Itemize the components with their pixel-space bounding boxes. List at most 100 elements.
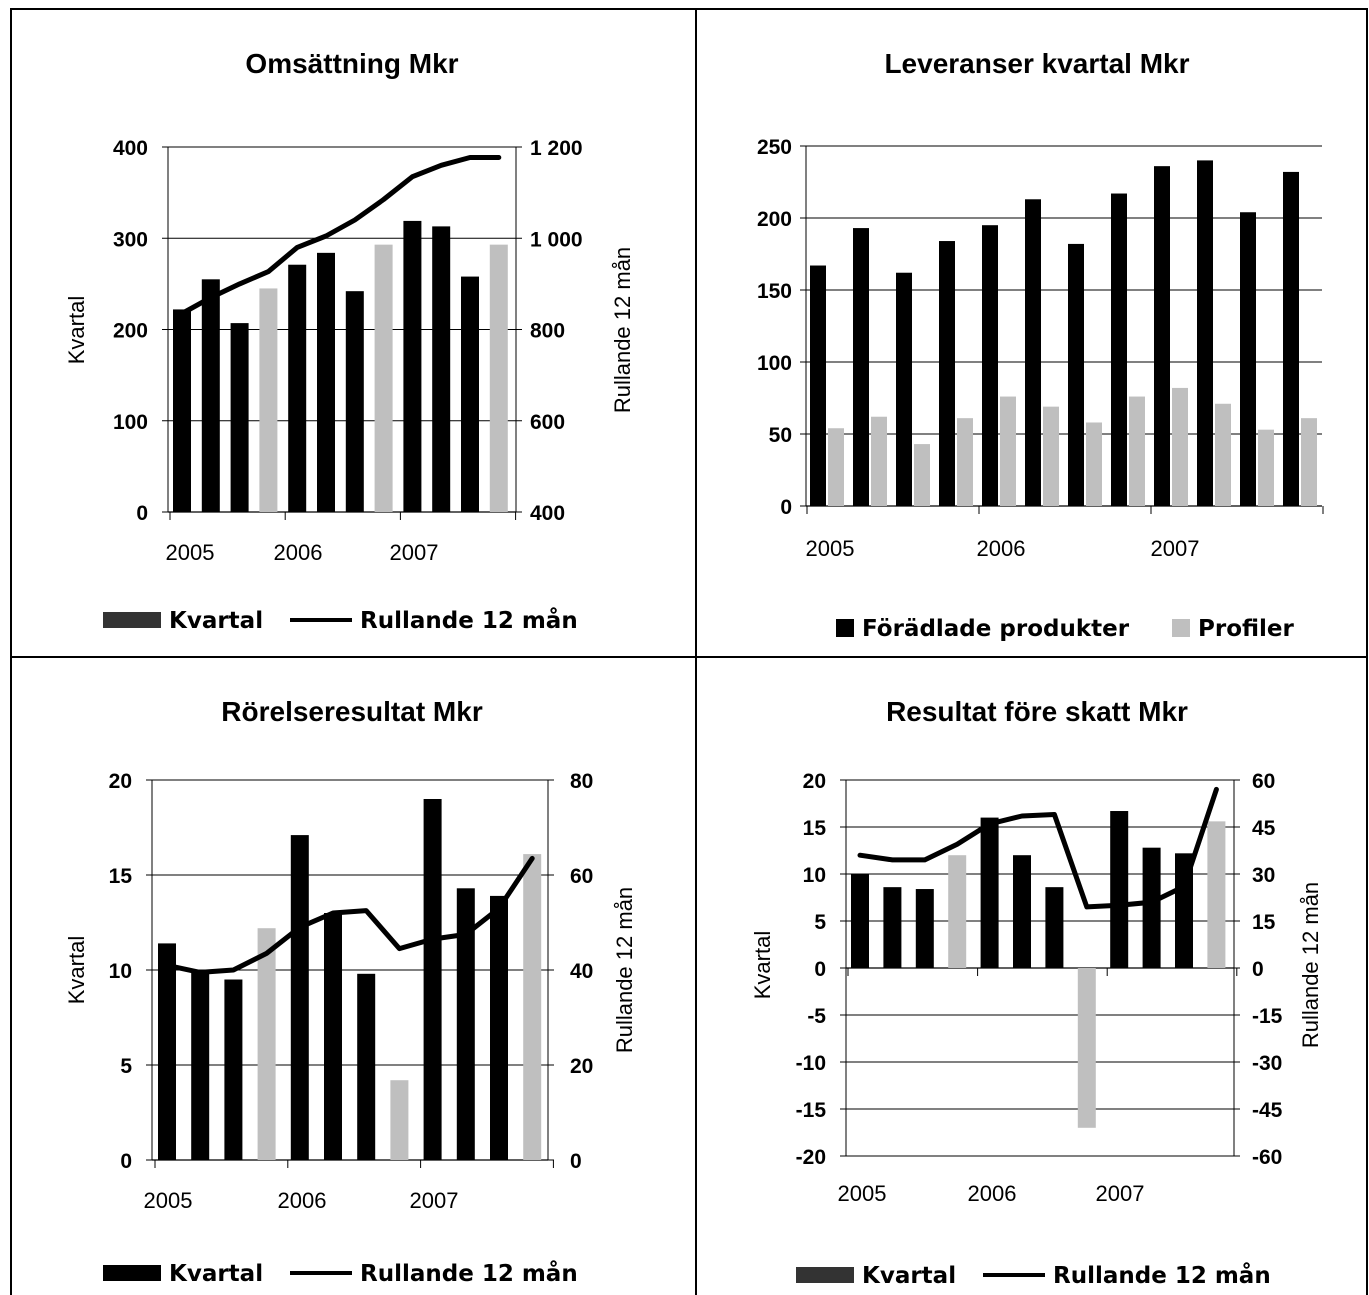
- y-tick-label: 0: [120, 1150, 132, 1173]
- y2-tick-label: 15: [1252, 911, 1276, 934]
- bar: [345, 291, 364, 512]
- bar-profiler: [1086, 422, 1102, 506]
- bar: [259, 288, 278, 512]
- legend-label: Förädlade produkter: [862, 616, 1130, 642]
- bar: [915, 889, 934, 968]
- y-tick-label: 250: [757, 136, 792, 159]
- rolling-12m-line: [164, 855, 535, 975]
- x-tick-label: 2006: [274, 540, 323, 565]
- bar: [201, 279, 220, 512]
- bar: [948, 855, 967, 968]
- legend-bar-swatch: [103, 1265, 161, 1281]
- legend-label: Profiler: [1198, 616, 1295, 642]
- bar-foradlade-produkter: [1240, 212, 1256, 507]
- chart-omsattning: Omsättning Mkr 0 100 200 300 400 400 600 800 1 00…: [0, 0, 696, 657]
- y2-tick-label: 400: [530, 502, 565, 525]
- bar: [1077, 968, 1096, 1128]
- bar: [173, 309, 191, 512]
- bar-foradlade-produkter: [1068, 243, 1084, 507]
- chart-resultat: Resultat före skatt Mkr -20 -15 -10 -5 0 5 10 15…: [696, 657, 1369, 1295]
- chart-title: Leveranser kvartal Mkr: [884, 48, 1189, 79]
- bar-profiler: [1000, 396, 1016, 506]
- bar-profiler: [1258, 429, 1274, 506]
- y-tick-label: -20: [796, 1146, 826, 1169]
- bar: [432, 226, 451, 512]
- legend-square-swatch: [1172, 619, 1190, 637]
- bar: [1175, 853, 1193, 968]
- bar: [390, 1080, 409, 1160]
- y2-axis-label: Rullande 12 mån: [610, 247, 635, 413]
- bar: [489, 244, 508, 512]
- y-tick-label: 300: [113, 228, 148, 251]
- y-tick-label: 0: [136, 502, 148, 525]
- chart-title: Resultat före skatt Mkr: [886, 696, 1188, 727]
- y2-tick-label: 45: [1252, 817, 1276, 840]
- y2-tick-label: 0: [570, 1150, 582, 1173]
- bar-profiler: [957, 418, 973, 506]
- bar: [224, 979, 243, 1160]
- x-tick-label: 2007: [1096, 1181, 1145, 1206]
- y-axis-label: Kvartal: [750, 931, 775, 999]
- chart-rorelseresultat: Rörelseresultat Mkr 0 5 10 15 20 0 20 40 60 80 2005…: [0, 657, 696, 1295]
- bar-foradlade-produkter: [1111, 193, 1127, 506]
- bar-profiler: [1043, 406, 1059, 506]
- y-tick-label: 15: [109, 865, 133, 888]
- legend-label: Kvartal: [169, 1261, 263, 1287]
- bar-foradlade-produkter: [896, 272, 912, 506]
- x-tick-label: 2006: [977, 536, 1026, 561]
- y-tick-label: 100: [113, 411, 148, 434]
- bar: [324, 913, 342, 1160]
- y2-tick-label: 60: [570, 865, 593, 888]
- legend-label: Rullande 12 mån: [1053, 1262, 1271, 1289]
- x-tick-label: 2005: [144, 1188, 193, 1213]
- bar: [374, 244, 393, 512]
- bar: [403, 220, 422, 512]
- y2-tick-label: -15: [1252, 1005, 1283, 1028]
- bar: [158, 943, 176, 1160]
- bar-profiler: [914, 444, 930, 506]
- bar-foradlade-produkter: [1283, 171, 1299, 507]
- x-tick-label: 2005: [838, 1181, 887, 1206]
- x-tick-label: 2007: [390, 540, 439, 565]
- bar: [461, 276, 479, 512]
- bar: [456, 888, 475, 1160]
- y-tick-label: 5: [814, 911, 826, 934]
- bar-profiler: [1301, 418, 1317, 506]
- y2-tick-label: 1 200: [530, 137, 583, 160]
- y2-tick-label: 20: [570, 1055, 593, 1078]
- bar: [317, 252, 335, 512]
- bar-foradlade-produkter: [853, 228, 869, 506]
- bar: [1013, 855, 1031, 968]
- x-tick-label: 2006: [278, 1188, 327, 1213]
- y-axis-label: Kvartal: [64, 296, 89, 364]
- rolling-12m-line: [857, 786, 1219, 910]
- x-tick-label: 2005: [166, 540, 215, 565]
- legend-label: Rullande 12 mån: [360, 607, 578, 634]
- legend-label: Kvartal: [169, 608, 263, 634]
- bar-profiler: [871, 416, 887, 506]
- bar-profiler: [1129, 396, 1145, 506]
- y-tick-label: 50: [769, 424, 792, 447]
- y-tick-label: 150: [757, 280, 792, 303]
- x-tick-label: 2007: [1151, 536, 1200, 561]
- x-tick-label: 2007: [410, 1188, 459, 1213]
- bar: [490, 895, 508, 1160]
- bar: [1142, 847, 1161, 968]
- y2-tick-label: 1 000: [530, 228, 583, 251]
- bar-foradlade-produkter: [1154, 166, 1170, 506]
- bar: [883, 887, 902, 968]
- x-tick-label: 2005: [806, 536, 855, 561]
- x-tick-label: 2006: [968, 1181, 1017, 1206]
- y-tick-label: 200: [113, 320, 148, 343]
- y2-tick-label: -60: [1252, 1146, 1282, 1169]
- y2-tick-label: 60: [1252, 770, 1275, 793]
- y-tick-label: 10: [109, 960, 132, 983]
- y-tick-label: -5: [807, 1005, 826, 1028]
- y-tick-label: 15: [803, 817, 827, 840]
- y2-tick-label: -45: [1252, 1099, 1283, 1122]
- y-tick-label: 10: [803, 864, 826, 887]
- y2-tick-label: 600: [530, 411, 565, 434]
- y-tick-label: 20: [803, 770, 826, 793]
